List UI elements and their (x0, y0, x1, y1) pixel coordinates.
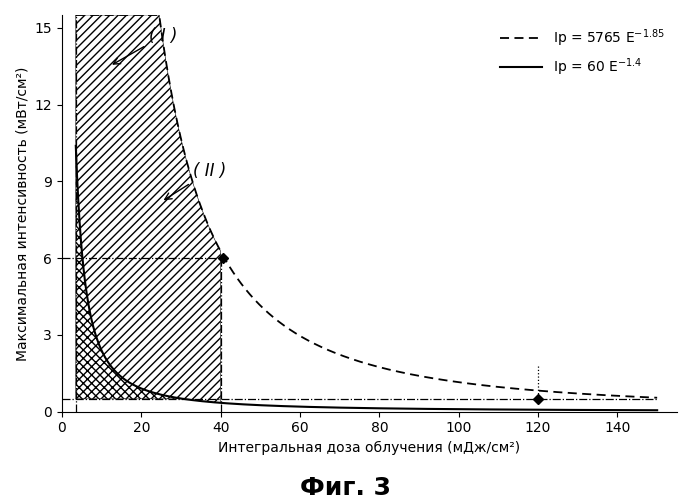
Text: ( II ): ( II ) (165, 162, 226, 200)
Y-axis label: Максимальная интенсивность (мВт/см²): Максимальная интенсивность (мВт/см²) (15, 66, 29, 360)
X-axis label: Интегральная доза облучения (мДж/см²): Интегральная доза облучения (мДж/см²) (219, 441, 520, 455)
Legend: Ip = 5765 E$^{-1.85}$, Ip = 60 E$^{-1.4}$: Ip = 5765 E$^{-1.85}$, Ip = 60 E$^{-1.4}… (495, 22, 670, 83)
Text: ( I ): ( I ) (113, 26, 178, 64)
Text: Фиг. 3: Фиг. 3 (300, 476, 392, 500)
